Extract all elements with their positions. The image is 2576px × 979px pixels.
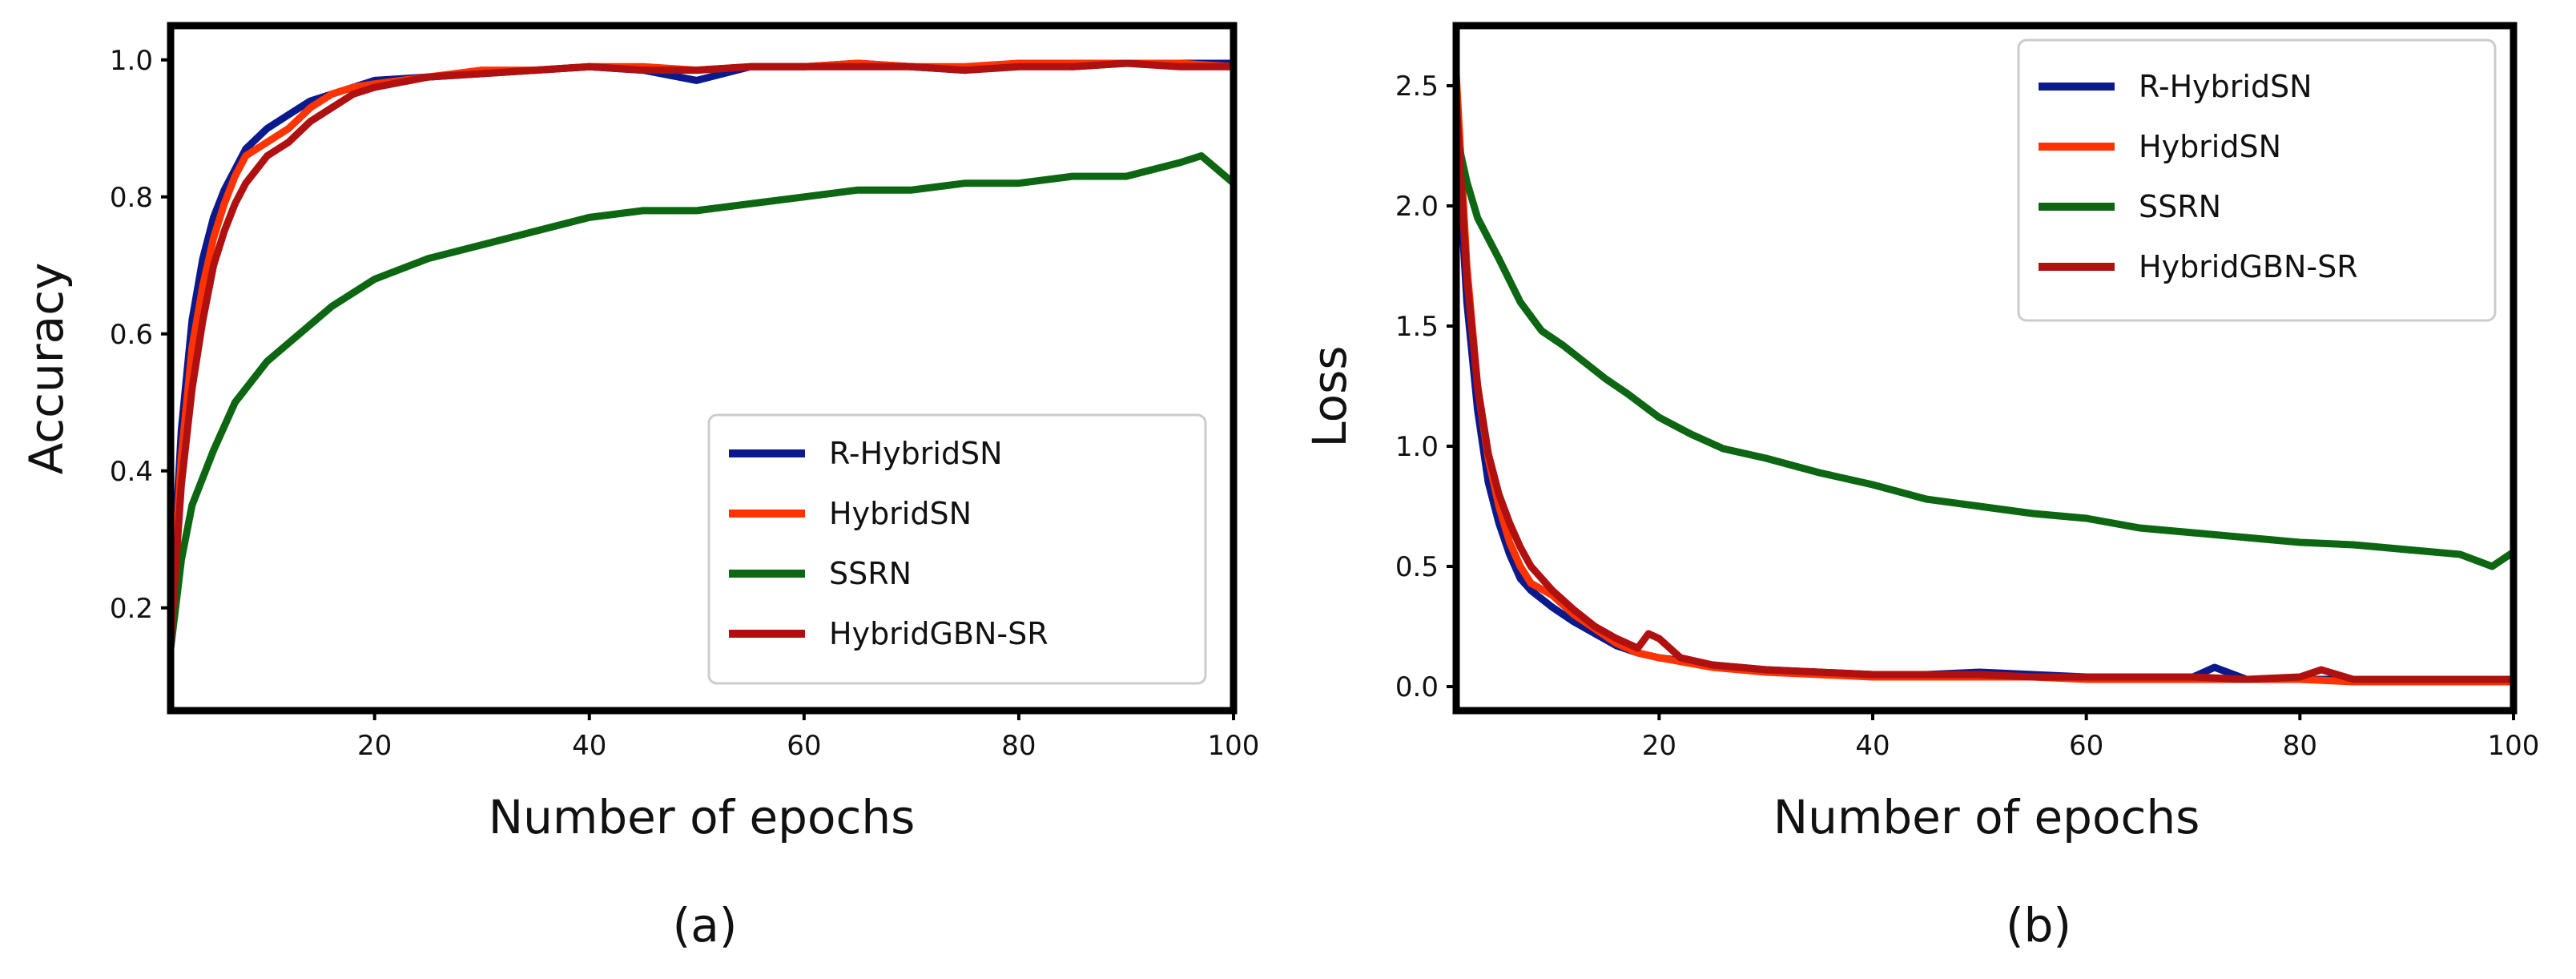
- legend-box: [707, 413, 1207, 685]
- y-tick-label: 1.0: [1395, 431, 1439, 463]
- legend-entry-label: SSRN: [2139, 189, 2221, 224]
- series-layer: [1452, 70, 2518, 686]
- x-tick-label: 80: [2283, 730, 2317, 762]
- legend: R-HybridSN HybridSN SSRN HybridGBN-SR: [707, 413, 1207, 685]
- ticks-layer: 20 40 60 80 100 0.0 0.5 1.0 1.5 2.0 2.5: [1395, 71, 2540, 762]
- accuracy-chart: 20 40 60 80 100 0.2 0.4 0.6 0.8 1.0 R-HybridSN Hyb…: [19, 22, 1260, 953]
- x-tick-label: 100: [2488, 730, 2540, 762]
- legend: R-HybridSN HybridSN SSRN HybridGBN-SR: [2017, 38, 2497, 322]
- x-tick-label: 20: [357, 730, 392, 762]
- y-axis-label: Loss: [1302, 345, 1357, 447]
- y-axis-label: Accuracy: [19, 263, 74, 475]
- x-tick-label: 40: [572, 730, 606, 762]
- legend-entry-label: R-HybridSN: [2139, 69, 2312, 104]
- x-tick-label: 100: [1208, 730, 1260, 762]
- y-tick-label: 0.6: [110, 319, 153, 351]
- x-tick-label: 60: [787, 730, 821, 762]
- legend-entry-label: HybridSN: [2139, 129, 2281, 164]
- x-tick-label: 40: [1855, 730, 1890, 762]
- y-tick-label: 2.5: [1395, 71, 1439, 103]
- x-tick-label: 20: [1642, 730, 1676, 762]
- series-layer: [167, 59, 1238, 653]
- y-tick-label: 0.4: [110, 456, 153, 488]
- legend-entry-label: SSRN: [829, 556, 912, 591]
- series-line-ssrn: [167, 152, 1238, 653]
- x-tick-label: 60: [2069, 730, 2103, 762]
- legend-entry-label: HybridSN: [829, 496, 972, 531]
- plot-border: [1452, 22, 2518, 715]
- panel-label: (a): [673, 898, 738, 953]
- x-axis-label: Number of epochs: [1773, 790, 2200, 844]
- legend-entry-label: HybridGBN-SR: [2139, 249, 2358, 284]
- series-line-hybridgbn-sr: [1452, 94, 2518, 683]
- loss-chart: 20 40 60 80 100 0.0 0.5 1.0 1.5 2.0 2.5 R-HybridSN…: [1302, 22, 2540, 953]
- legend-entry-label: HybridGBN-SR: [829, 616, 1049, 651]
- panel-label: (b): [2006, 898, 2071, 953]
- ticks-layer: 20 40 60 80 100 0.2 0.4 0.6 0.8 1.0: [110, 45, 1260, 762]
- legend-box: [2017, 38, 2497, 322]
- y-tick-label: 0.2: [110, 593, 153, 625]
- series-line-ssrn: [1452, 130, 2518, 570]
- y-tick-label: 0.0: [1395, 671, 1439, 703]
- series-line-hybridgbn-sr: [167, 59, 1238, 646]
- x-tick-label: 80: [1001, 730, 1036, 762]
- y-tick-label: 1.0: [110, 45, 153, 77]
- y-tick-label: 1.5: [1395, 311, 1439, 343]
- x-axis-label: Number of epochs: [489, 790, 916, 844]
- y-tick-label: 0.5: [1395, 551, 1439, 583]
- legend-entry-label: R-HybridSN: [829, 436, 1003, 471]
- y-tick-label: 2.0: [1395, 191, 1439, 223]
- plot-border: [167, 22, 1238, 715]
- y-tick-label: 0.8: [110, 182, 153, 214]
